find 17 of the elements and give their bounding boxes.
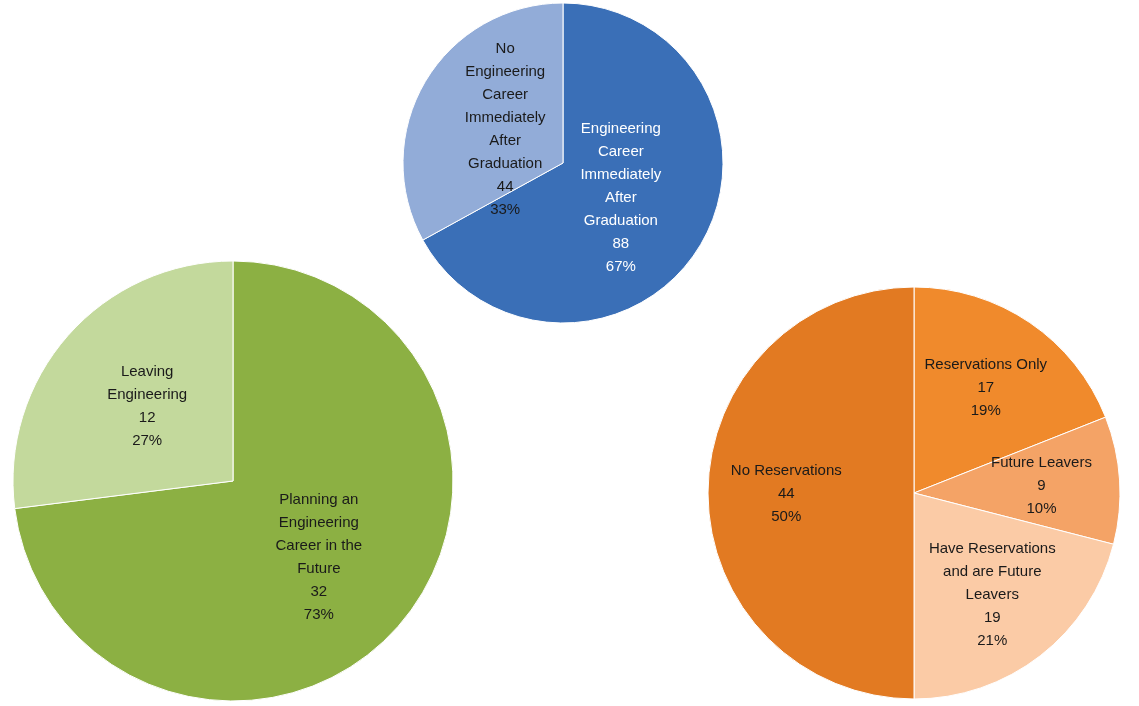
data-label: 19 21%	[977, 607, 1008, 648]
data-label: 44 33%	[490, 177, 521, 218]
data-label: 32 73%	[303, 582, 334, 623]
slice-label: Have Reservations and are Future Leavers	[928, 538, 1056, 602]
data-label: 17 19%	[970, 378, 1001, 419]
slice-label: No Reservations	[730, 461, 842, 478]
slice-label: Reservations Only	[924, 355, 1048, 373]
slice-label: Future Leavers	[991, 452, 1092, 470]
slice-label: Planning an Engineering Career in the Future	[275, 490, 363, 577]
slice-label: Leaving Engineering	[107, 361, 188, 402]
data-label: 44 50%	[771, 484, 802, 524]
data-label: 12 27%	[132, 407, 163, 448]
data-label: 9 10%	[1026, 475, 1057, 516]
data-label: 88 67%	[605, 234, 636, 275]
slice-label: Engineering Career Immediately After Graduation	[580, 119, 662, 229]
slice-label: No Engineering Career Immediately After Graduation	[464, 39, 547, 172]
pie-slice	[14, 260, 454, 702]
